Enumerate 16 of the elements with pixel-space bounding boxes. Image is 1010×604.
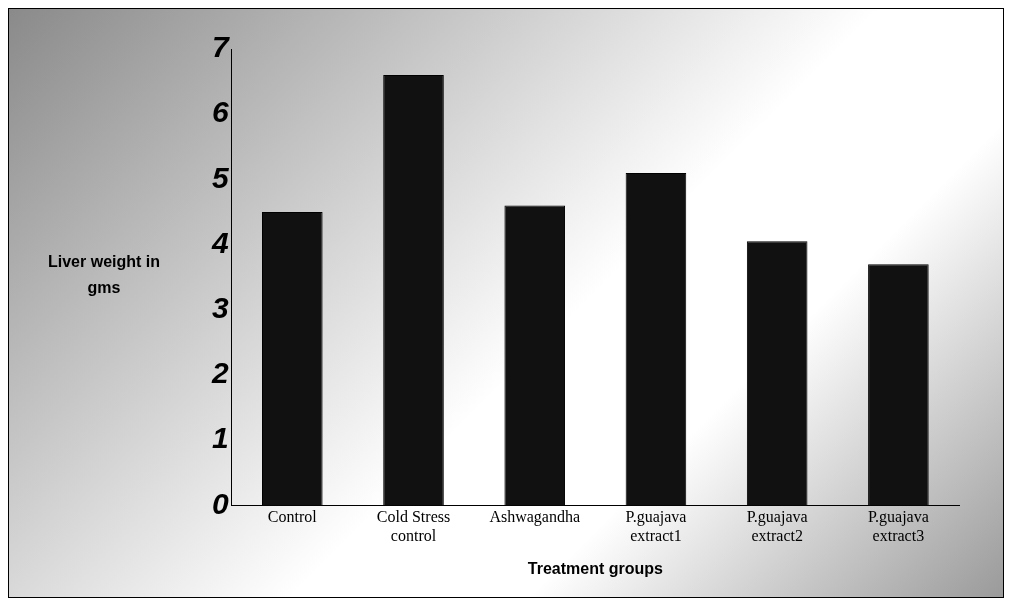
- y-tick-label: 4: [211, 225, 229, 259]
- x-tick-label: P.guajava extract3: [867, 508, 929, 545]
- y-axis-title: Liver weight in gms: [47, 253, 161, 297]
- y-tick-label: 6: [212, 95, 229, 129]
- x-tick-label: P.guajava extract2: [746, 508, 808, 545]
- x-tick-label: P.guajava extract1: [625, 508, 687, 545]
- y-tick-label: 2: [211, 356, 229, 390]
- y-tick-label: 1: [212, 421, 229, 455]
- x-tick-label: Ashwagandha: [489, 508, 581, 527]
- y-tick-label: 3: [212, 291, 229, 325]
- x-tick-label: Control: [267, 508, 318, 526]
- y-tick-label: 5: [212, 160, 230, 194]
- y-tick-label: 7: [212, 30, 230, 64]
- x-axis-title: Treatment groups: [527, 559, 664, 577]
- x-tick-label: Cold Stress control: [376, 508, 451, 545]
- y-tick-label: 0: [212, 486, 229, 520]
